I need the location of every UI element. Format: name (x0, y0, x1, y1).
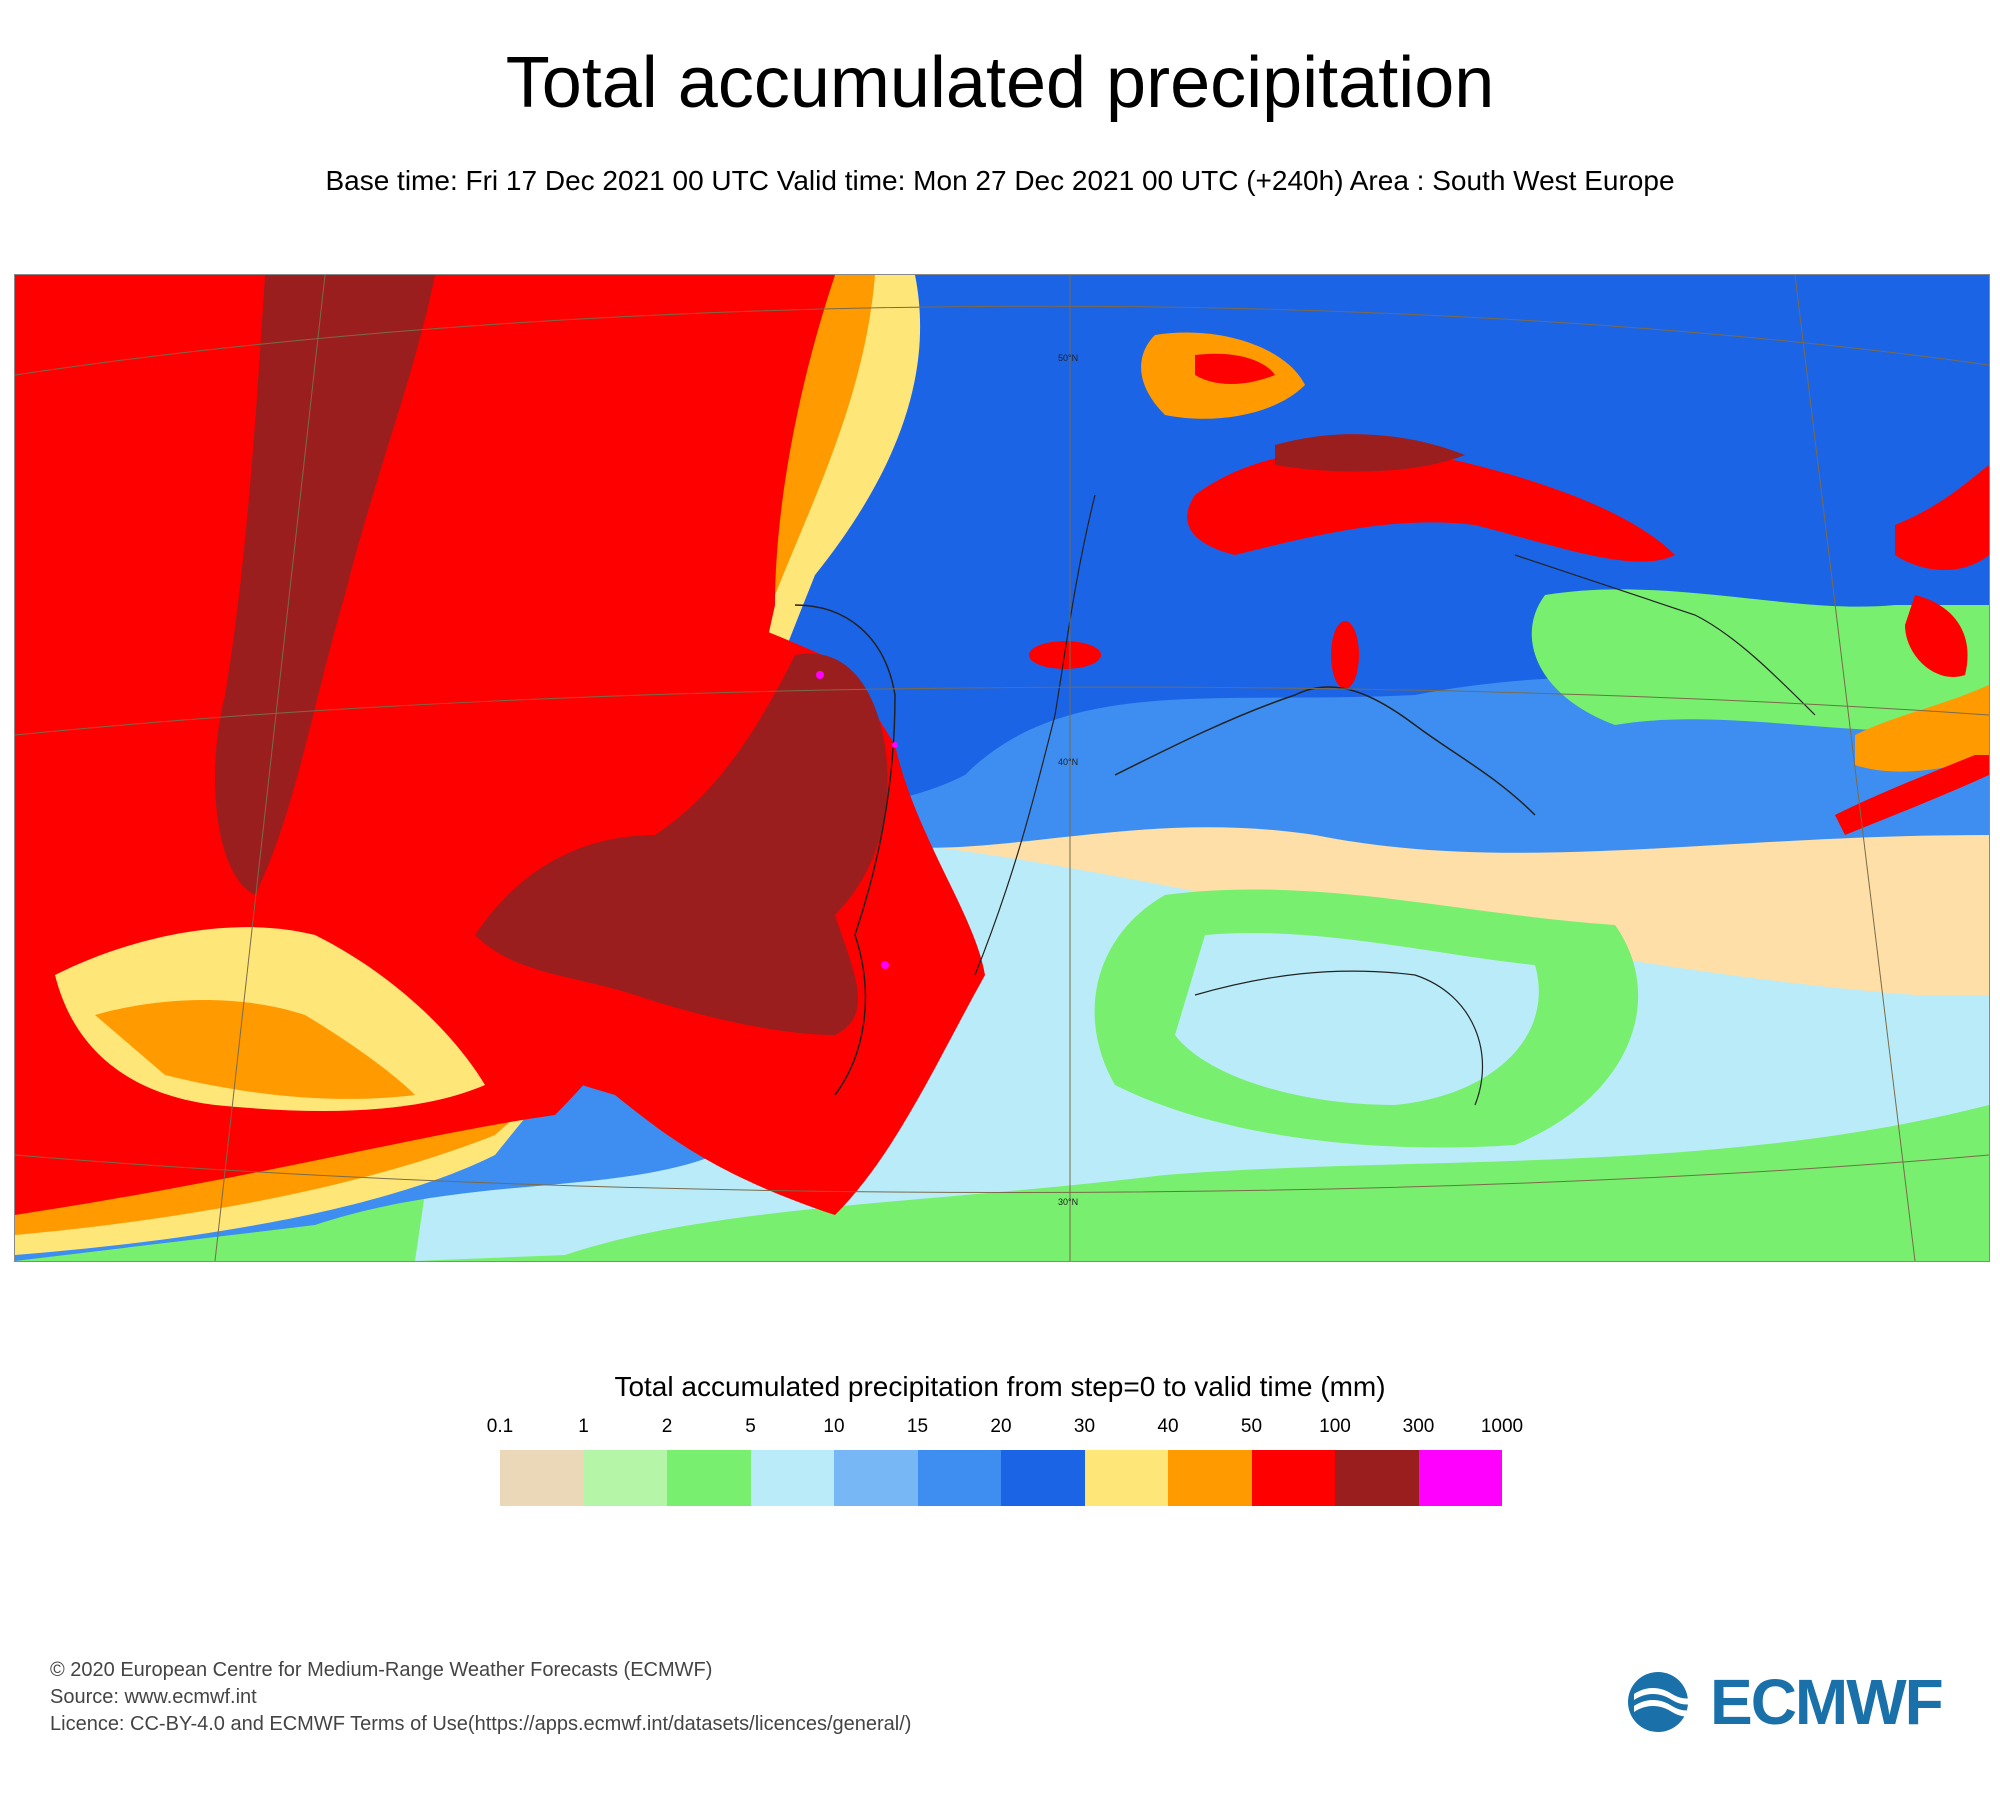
legend-tick-label: 5 (745, 1416, 756, 1437)
legend-tick-label: 100 (1319, 1416, 1351, 1437)
ecmwf-logo-text: ECMWF (1710, 1666, 1944, 1738)
legend-tick-label: 15 (906, 1416, 929, 1437)
legend-swatch (917, 1450, 1001, 1506)
copyright-text: © 2020 European Centre for Medium-Range … (50, 1659, 713, 1681)
legend-tick-label: 10 (823, 1416, 845, 1437)
ecmwf-logo: ECMWF (1620, 1666, 1950, 1738)
source-text: Source: www.ecmwf.int (50, 1686, 257, 1708)
legend-tick-label: 30 (1073, 1416, 1096, 1437)
lat-label-40: 40°N (1058, 757, 1078, 767)
legend-tick-label: 300 (1402, 1416, 1435, 1437)
legend-tick-label: 1000 (1480, 1416, 1524, 1437)
legend-swatch (834, 1450, 918, 1506)
legend-tick-label: 1 (578, 1416, 589, 1437)
licence-text: Licence: CC-BY-4.0 and ECMWF Terms of Us… (50, 1713, 912, 1735)
legend-swatch (500, 1450, 584, 1506)
lat-label-30: 30°N (1058, 1197, 1078, 1207)
lat-label-50: 50°N (1058, 353, 1078, 363)
chart-subtitle: Base time: Fri 17 Dec 2021 00 UTC Valid … (325, 165, 1675, 196)
chart-title: Total accumulated precipitation (505, 43, 1495, 123)
legend-swatch (1001, 1450, 1085, 1506)
legend-swatch (1335, 1450, 1419, 1506)
legend-swatch (1084, 1450, 1168, 1506)
legend-swatch (1251, 1450, 1335, 1506)
legend-swatch (1418, 1450, 1502, 1506)
legend-tick-label: 2 (661, 1416, 673, 1437)
legend-swatch (667, 1450, 751, 1506)
legend-swatch (750, 1450, 834, 1506)
precipitation-map: 50°N 40°N 30°N (14, 274, 1990, 1262)
legend-tick-label: 40 (1157, 1416, 1179, 1437)
legend-tick-label: 20 (990, 1416, 1012, 1437)
legend-tick-label: 50 (1240, 1416, 1263, 1437)
ecmwf-logo-icon (1628, 1672, 1700, 1732)
legend-tick-label: 0.1 (486, 1416, 514, 1437)
legend-swatch (583, 1450, 667, 1506)
legend-title: Total accumulated precipitation from ste… (614, 1371, 1386, 1402)
legend-swatch (1168, 1450, 1252, 1506)
